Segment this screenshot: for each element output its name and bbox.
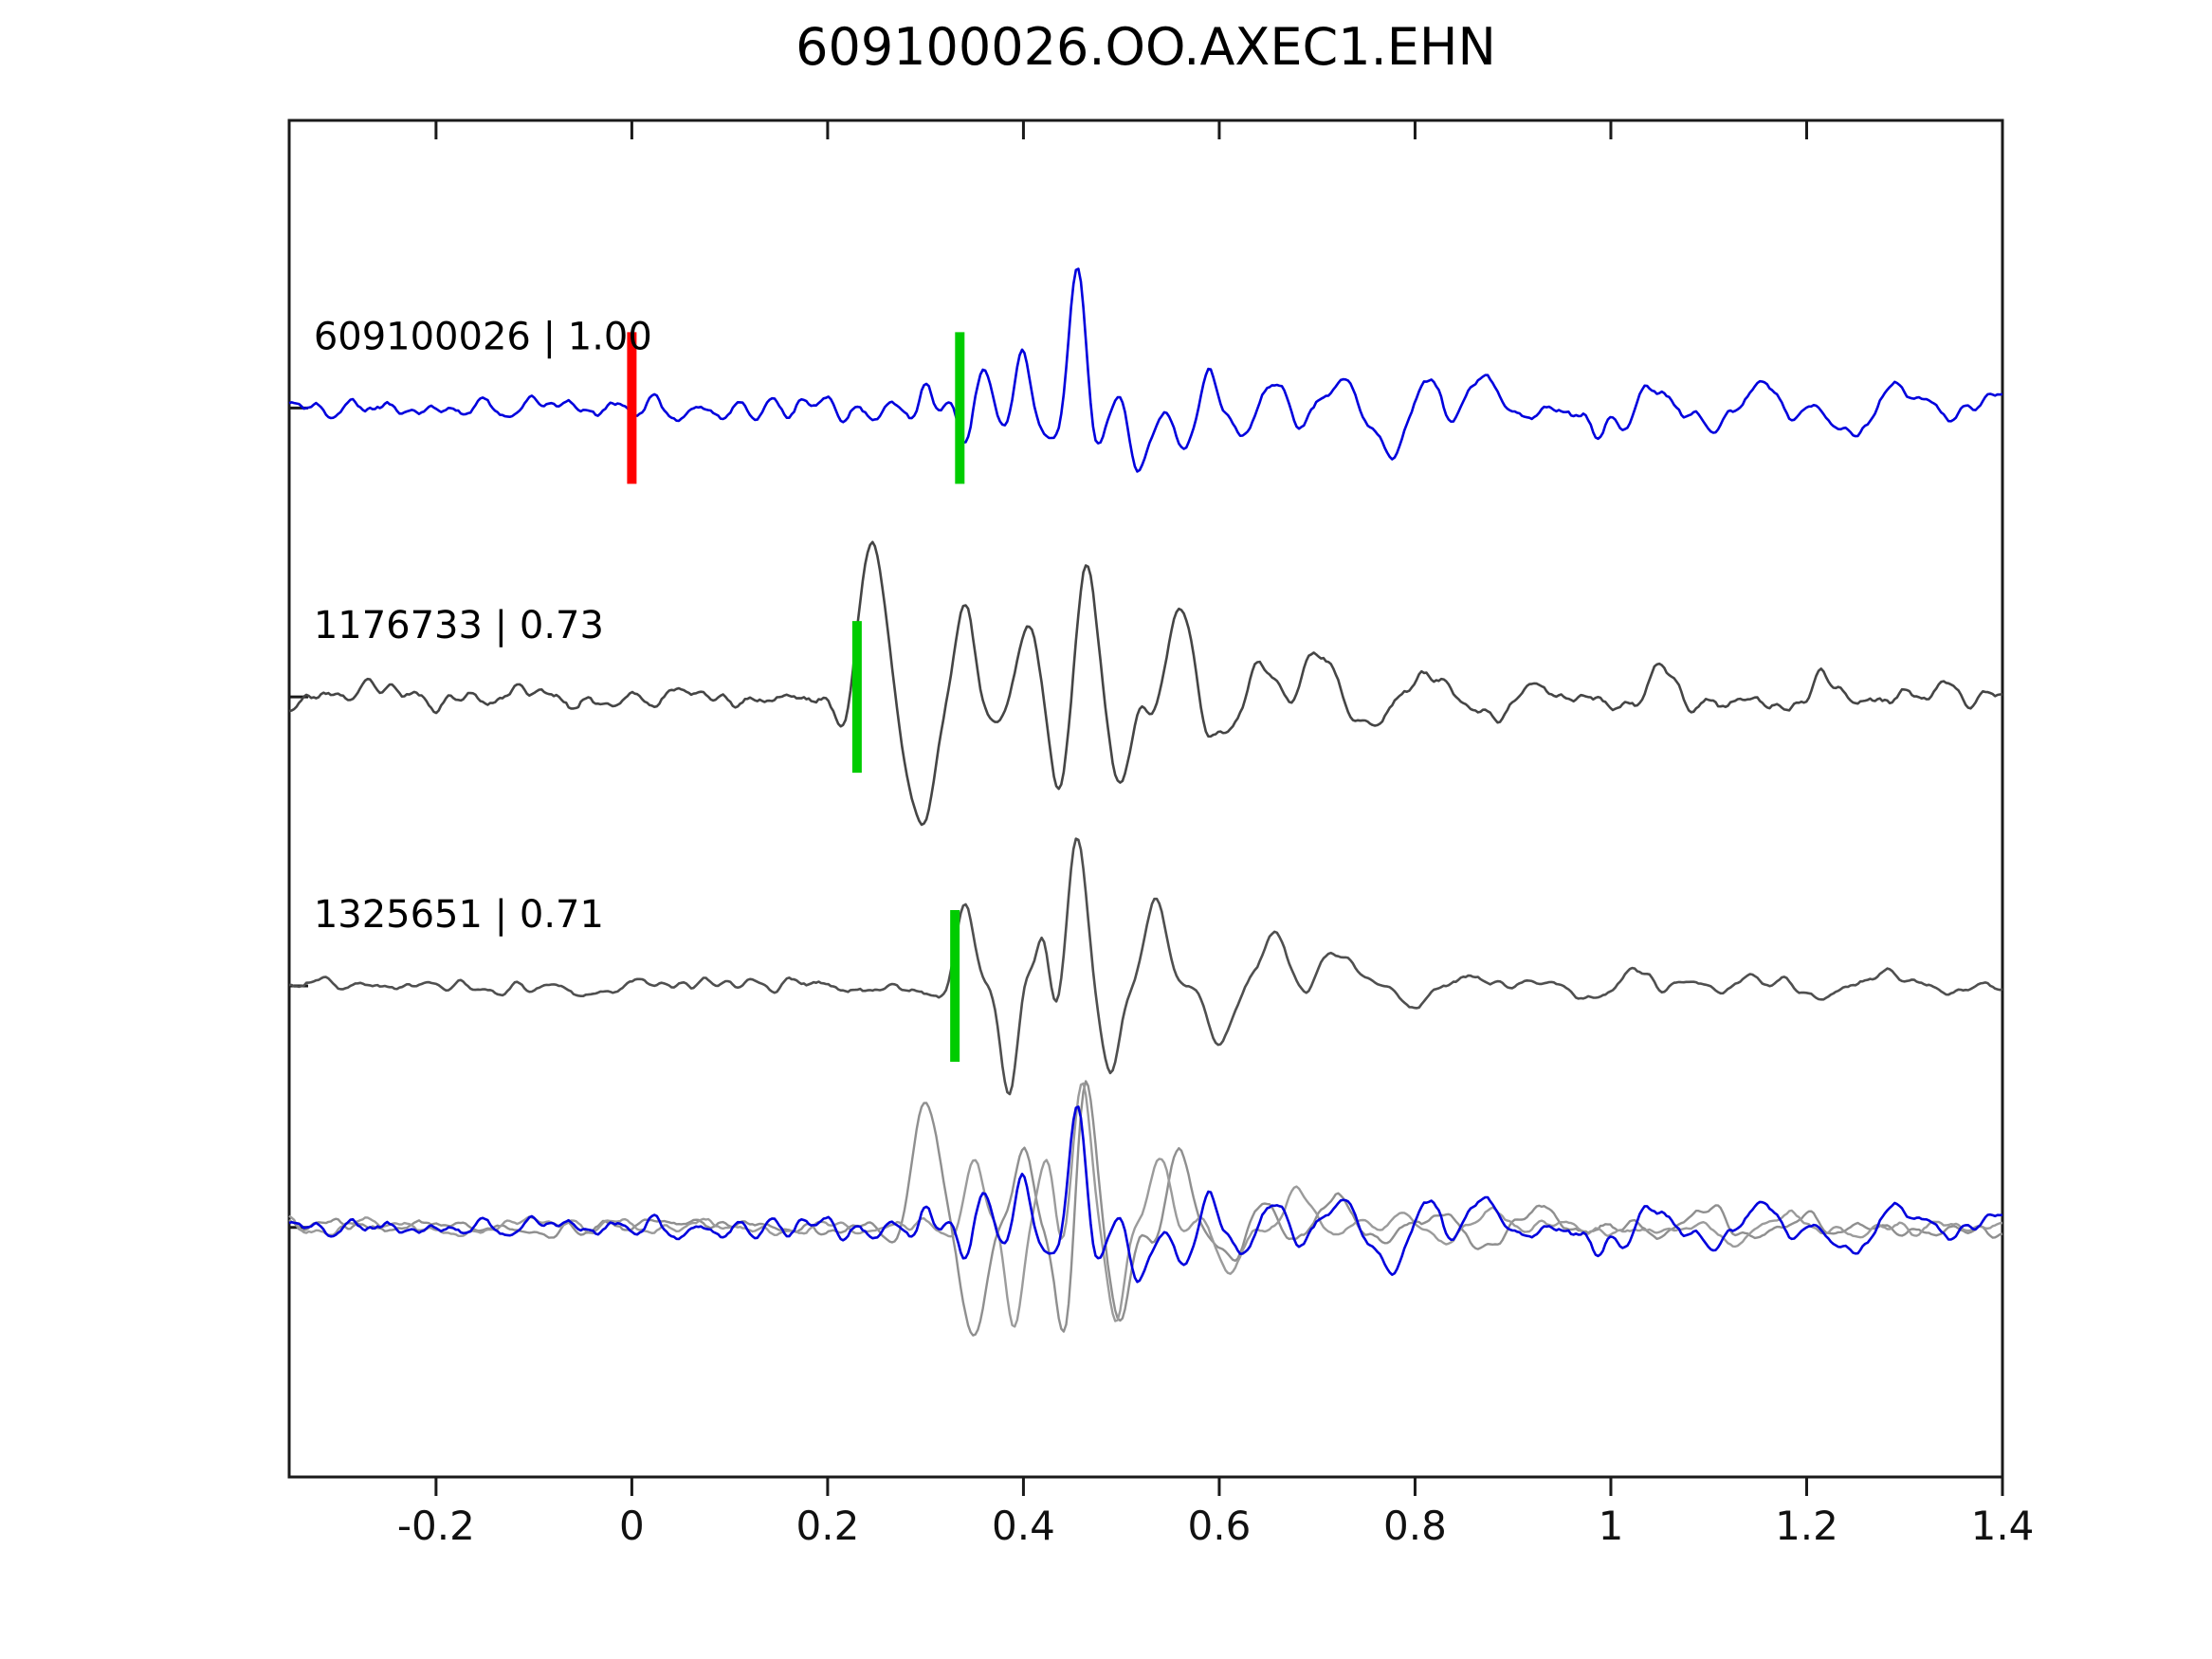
x-tick-label: 0 (619, 1503, 645, 1549)
trace-label: 1176733 | 0.73 (314, 604, 604, 647)
template-1325651-trace (288, 837, 2003, 1096)
x-tick-label: 0.8 (1383, 1503, 1447, 1549)
x-tick-label: 1 (1599, 1503, 1624, 1549)
plot-frame (287, 118, 2004, 1479)
overlay-aligned-trace (288, 1082, 2003, 1328)
target-609100026-trace (288, 267, 2003, 473)
x-tick-label: 0.4 (992, 1503, 1055, 1549)
trace-label: 1325651 | 0.71 (314, 893, 604, 937)
overlay-aligned-trace (288, 1080, 2003, 1337)
chart-title: 609100026.OO.AXEC1.EHN (795, 17, 1496, 77)
trace-label: 609100026 | 1.00 (314, 315, 652, 358)
x-tick-label: 1.4 (1971, 1503, 2035, 1549)
template-1176733-trace (288, 540, 2002, 827)
overlay-aligned-trace (288, 1105, 2003, 1284)
x-tick-label: -0.2 (397, 1503, 475, 1549)
x-tick-label: 0.2 (796, 1503, 860, 1549)
x-tick-label: 0.6 (1188, 1503, 1252, 1549)
x-tick-label: 1.2 (1775, 1503, 1838, 1549)
